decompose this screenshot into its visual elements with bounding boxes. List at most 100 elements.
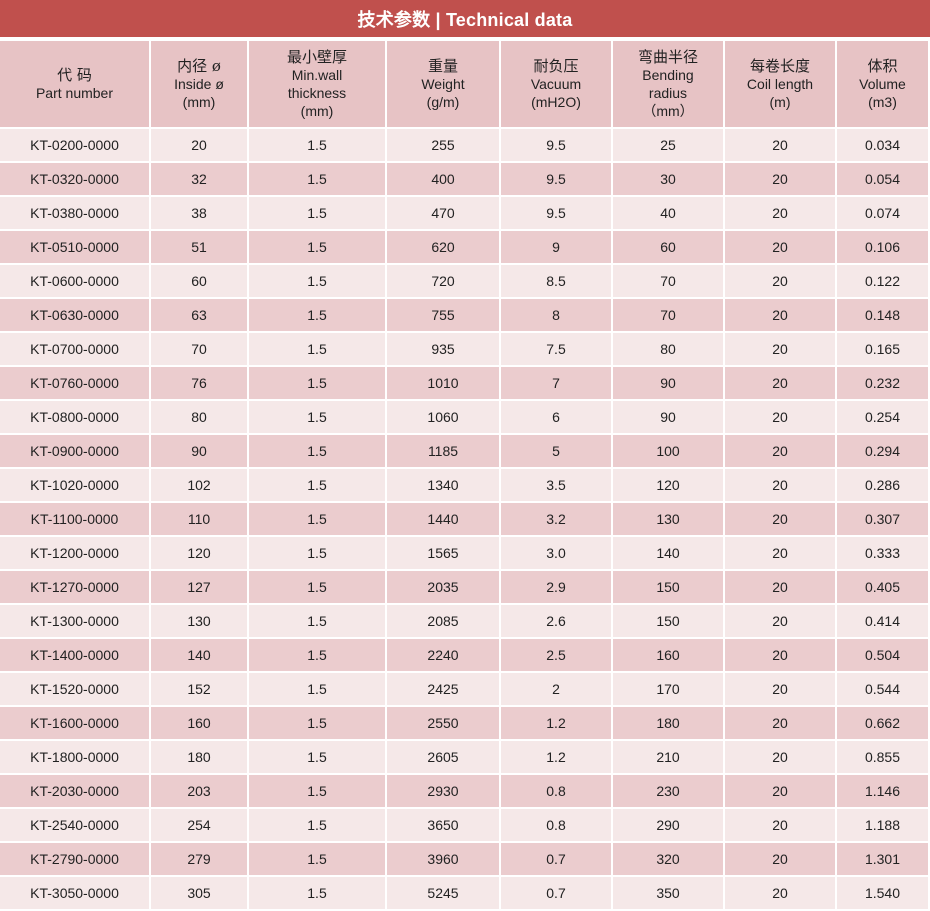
table-row: KT-2030-0000 203 1.5 2930 0.8 230 20 1.146 [0,775,928,807]
volume-cell: 0.504 [837,639,928,671]
bending-radius-cell: 130 [613,503,723,535]
inside-diameter-cell: 160 [151,707,247,739]
min-wall-thickness-cell: 1.5 [249,707,385,739]
part-number-cell: KT-3050-0000 [0,877,149,909]
part-number-cell: KT-0200-0000 [0,129,149,161]
min-wall-thickness-cell: 1.5 [249,469,385,501]
weight-cell: 2605 [387,741,499,773]
min-wall-thickness-cell: 1.5 [249,265,385,297]
column-header-inside-diameter: 内径 ø Inside ø (mm) [151,41,247,127]
weight-cell: 620 [387,231,499,263]
table-row: KT-1200-0000 120 1.5 1565 3.0 140 20 0.333 [0,537,928,569]
inside-diameter-cell: 305 [151,877,247,909]
volume-cell: 1.540 [837,877,928,909]
column-label-unit: (mH2O) [531,94,581,110]
table-row: KT-1100-0000 110 1.5 1440 3.2 130 20 0.307 [0,503,928,535]
weight-cell: 2240 [387,639,499,671]
min-wall-thickness-cell: 1.5 [249,503,385,535]
inside-diameter-cell: 76 [151,367,247,399]
table-row: KT-0760-0000 76 1.5 1010 7 90 20 0.232 [0,367,928,399]
table-row: KT-1400-0000 140 1.5 2240 2.5 160 20 0.504 [0,639,928,671]
volume-cell: 1.188 [837,809,928,841]
column-label-cn: 耐负压 [533,57,579,75]
column-label-en: Vacuum [530,76,582,92]
table-row: KT-1020-0000 102 1.5 1340 3.5 120 20 0.286 [0,469,928,501]
coil-length-cell: 20 [725,843,835,875]
part-number-cell: KT-1600-0000 [0,707,149,739]
vacuum-cell: 3.5 [501,469,611,501]
vacuum-cell: 5 [501,435,611,467]
table-row: KT-0800-0000 80 1.5 1060 6 90 20 0.254 [0,401,928,433]
min-wall-thickness-cell: 1.5 [249,605,385,637]
inside-diameter-cell: 152 [151,673,247,705]
coil-length-cell: 20 [725,571,835,603]
column-label-en: Volume [859,76,906,92]
vacuum-cell: 6 [501,401,611,433]
volume-cell: 0.286 [837,469,928,501]
inside-diameter-cell: 127 [151,571,247,603]
part-number-cell: KT-1020-0000 [0,469,149,501]
column-label-cn: 最小壁厚 [286,48,347,66]
inside-diameter-cell: 63 [151,299,247,331]
volume-cell: 0.122 [837,265,928,297]
column-label-en: Part number [35,85,114,101]
vacuum-cell: 2.6 [501,605,611,637]
min-wall-thickness-cell: 1.5 [249,299,385,331]
coil-length-cell: 20 [725,367,835,399]
min-wall-thickness-cell: 1.5 [249,843,385,875]
coil-length-cell: 20 [725,333,835,365]
column-label-cn: 每卷长度 [749,57,810,75]
column-label-en: Min.wall [291,67,343,83]
bending-radius-cell: 140 [613,537,723,569]
inside-diameter-cell: 90 [151,435,247,467]
table-row: KT-0630-0000 63 1.5 755 8 70 20 0.148 [0,299,928,331]
vacuum-cell: 0.8 [501,809,611,841]
page-title: 技术参数 | Technical data [0,0,930,37]
volume-cell: 0.074 [837,197,928,229]
bending-radius-cell: 80 [613,333,723,365]
vacuum-cell: 9.5 [501,163,611,195]
bending-radius-cell: 30 [613,163,723,195]
weight-cell: 1060 [387,401,499,433]
column-header-bending-radius: 弯曲半径 Bending radius （mm） [613,41,723,127]
vacuum-cell: 9.5 [501,197,611,229]
technical-data-table: 代 码 Part number 内径 ø Inside ø (mm) 最小壁厚 … [0,39,930,911]
bending-radius-cell: 120 [613,469,723,501]
column-label-en: Bending [642,67,694,83]
volume-cell: 0.307 [837,503,928,535]
weight-cell: 720 [387,265,499,297]
part-number-cell: KT-1200-0000 [0,537,149,569]
volume-cell: 0.232 [837,367,928,399]
coil-length-cell: 20 [725,775,835,807]
coil-length-cell: 20 [725,197,835,229]
min-wall-thickness-cell: 1.5 [249,367,385,399]
vacuum-cell: 8 [501,299,611,331]
bending-radius-cell: 180 [613,707,723,739]
part-number-cell: KT-1800-0000 [0,741,149,773]
part-number-cell: KT-2540-0000 [0,809,149,841]
column-label-en: Coil length [746,76,814,92]
vacuum-cell: 3.2 [501,503,611,535]
coil-length-cell: 20 [725,401,835,433]
part-number-cell: KT-2790-0000 [0,843,149,875]
volume-cell: 1.301 [837,843,928,875]
weight-cell: 2550 [387,707,499,739]
min-wall-thickness-cell: 1.5 [249,639,385,671]
coil-length-cell: 20 [725,741,835,773]
coil-length-cell: 20 [725,469,835,501]
part-number-cell: KT-0380-0000 [0,197,149,229]
volume-cell: 0.855 [837,741,928,773]
volume-cell: 0.405 [837,571,928,603]
column-label-cn: 体积 [867,57,898,75]
column-header-min-wall-thickness: 最小壁厚 Min.wall thickness (mm) [249,41,385,127]
table-row: KT-1600-0000 160 1.5 2550 1.2 180 20 0.662 [0,707,928,739]
volume-cell: 0.414 [837,605,928,637]
vacuum-cell: 8.5 [501,265,611,297]
weight-cell: 2425 [387,673,499,705]
part-number-cell: KT-1300-0000 [0,605,149,637]
volume-cell: 0.034 [837,129,928,161]
inside-diameter-cell: 254 [151,809,247,841]
bending-radius-cell: 320 [613,843,723,875]
inside-diameter-cell: 70 [151,333,247,365]
weight-cell: 1010 [387,367,499,399]
